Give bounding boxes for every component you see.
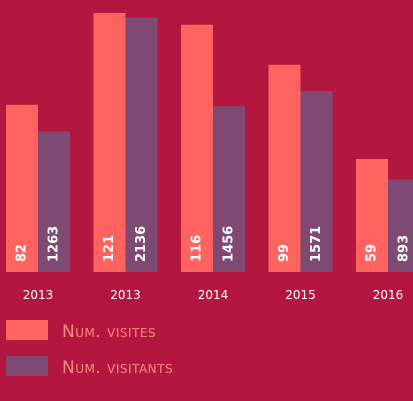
value-label: 121 bbox=[102, 235, 117, 262]
bar bbox=[268, 64, 301, 272]
bar bbox=[388, 179, 413, 272]
value-label: 1456 bbox=[222, 226, 237, 262]
bar bbox=[213, 106, 245, 272]
value-label: 1263 bbox=[47, 226, 62, 262]
value-label: 893 bbox=[397, 235, 412, 262]
bar bbox=[38, 131, 70, 272]
value-label: 59 bbox=[365, 244, 380, 262]
bar bbox=[125, 17, 158, 273]
value-label: 116 bbox=[190, 235, 205, 262]
x-tick-label: 2016 bbox=[373, 288, 404, 302]
legend-label: Num. visitants bbox=[62, 358, 173, 378]
x-tick-label: 2013 bbox=[23, 288, 54, 302]
x-tick-label: 2013 bbox=[110, 288, 141, 302]
value-label: 2136 bbox=[134, 226, 149, 262]
x-tick-label: 2015 bbox=[285, 288, 316, 302]
value-label: 99 bbox=[277, 244, 292, 262]
bar bbox=[6, 104, 38, 272]
bar bbox=[181, 24, 213, 272]
bar bbox=[300, 91, 333, 273]
value-label: 82 bbox=[15, 244, 30, 262]
legend-swatch bbox=[6, 356, 48, 376]
bar bbox=[93, 13, 126, 272]
legend-label: Num. visites bbox=[62, 322, 156, 342]
value-label: 1571 bbox=[309, 226, 324, 262]
bar bbox=[356, 158, 388, 272]
x-tick-label: 2014 bbox=[198, 288, 229, 302]
legend-swatch bbox=[6, 320, 48, 340]
